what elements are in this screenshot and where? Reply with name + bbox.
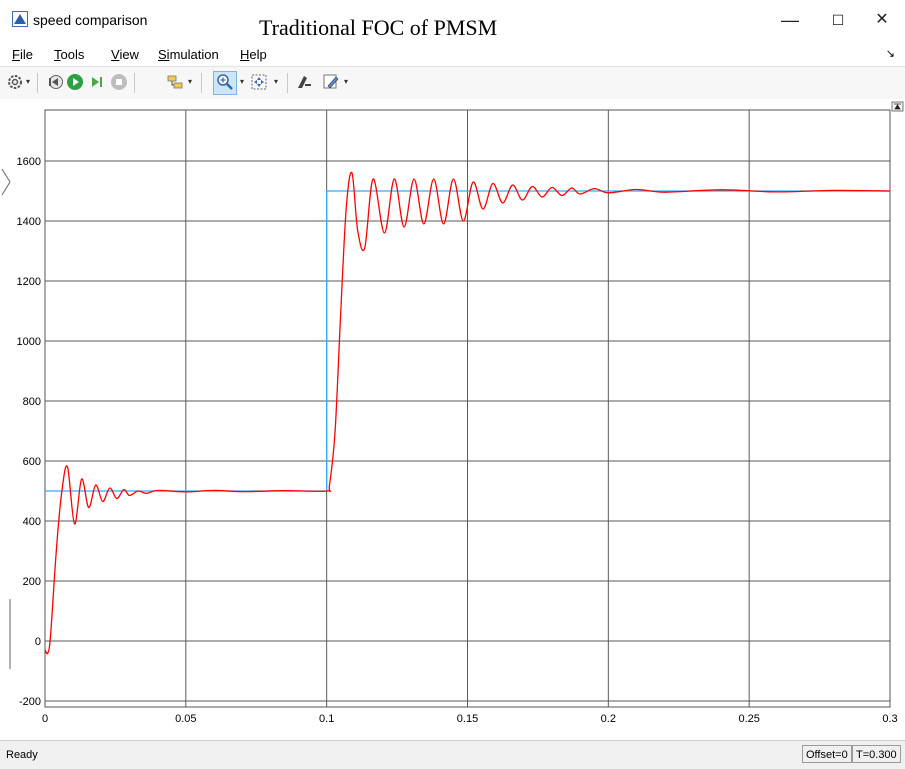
pen-dropdown-icon[interactable]: ▾ (344, 77, 349, 86)
x-tick-label: 0.15 (457, 713, 478, 725)
style-icon[interactable] (295, 73, 313, 91)
toolbar-separator (287, 73, 288, 93)
x-tick-label: 0 (42, 713, 48, 725)
toolbar-separator (201, 73, 202, 93)
y-tick-label: 1200 (17, 276, 41, 288)
zoom-dropdown-icon[interactable]: ▾ (240, 77, 245, 86)
y-tick-label: 400 (23, 516, 41, 528)
close-button[interactable]: ✕ (875, 11, 889, 28)
zoom-icon[interactable] (216, 73, 234, 91)
x-tick-label: 0.1 (319, 713, 334, 725)
y-tick-label: -200 (19, 696, 41, 708)
fit-icon[interactable] (250, 73, 268, 91)
x-tick-label: 0.25 (738, 713, 759, 725)
menu-tools[interactable]: Tools (54, 47, 85, 62)
x-tick-label: 0.05 (175, 713, 196, 725)
toolbar-separator (37, 73, 38, 93)
y-tick-label: 1000 (17, 336, 41, 348)
menu-file[interactable]: File (12, 47, 33, 62)
toolbar-separator (134, 73, 135, 93)
zoom-button[interactable] (213, 71, 237, 95)
y-tick-label: 200 (23, 576, 41, 588)
gear-dropdown-icon[interactable]: ▾ (26, 77, 31, 86)
minimize-button[interactable]: — (781, 10, 799, 30)
scope-plot-area: 0 0.05 0.1 0.15 0.2 0.25 0.3 -200 0 200 400 600 800… (0, 99, 905, 739)
menu-simulation[interactable]: Simulation (158, 47, 219, 62)
step-back-icon[interactable] (46, 73, 64, 91)
left-edge-marker (1, 168, 11, 669)
y-tick-label: 1600 (17, 156, 41, 168)
status-bar: Ready Offset=0 T=0.300 (0, 740, 905, 769)
toolbar: ▾ ▾ ▾ ▾ ▾ (0, 66, 905, 100)
figure-caption: Traditional FOC of PMSM (259, 15, 498, 40)
x-tick-label: 0.3 (882, 713, 897, 725)
fit-dropdown-icon[interactable]: ▾ (274, 77, 279, 86)
reference-speed-line (45, 190, 890, 492)
stop-icon[interactable] (110, 73, 128, 91)
y-tick-label: 0 (35, 636, 41, 648)
y-tick-label: 600 (23, 456, 41, 468)
highlight-icon[interactable] (166, 73, 184, 91)
y-tick-label: 1400 (17, 216, 41, 228)
offset-readout: Offset=0 (802, 745, 852, 763)
pen-icon[interactable] (322, 73, 340, 91)
run-icon[interactable] (66, 73, 84, 91)
speed-chart[interactable]: 0 0.05 0.1 0.15 0.2 0.25 0.3 -2000200400600800… (0, 99, 905, 739)
x-tick-label: 0.2 (601, 713, 616, 725)
matlab-scope-icon (12, 11, 28, 27)
highlight-dropdown-icon[interactable]: ▾ (188, 77, 193, 86)
menu-bar: File Tools View Simulation Help ↘ (0, 42, 905, 66)
window-title: speed comparison (33, 12, 148, 28)
y-tick-label: 800 (23, 396, 41, 408)
actual-speed-line (44, 171, 891, 655)
gear-icon[interactable] (6, 73, 24, 91)
menu-view[interactable]: View (111, 47, 139, 62)
maximize-button[interactable]: ☐ (831, 12, 845, 28)
legend-toggle-icon[interactable] (891, 101, 904, 112)
menu-overflow-icon[interactable]: ↘ (885, 48, 895, 60)
status-text: Ready (6, 749, 38, 761)
step-forward-icon[interactable] (88, 73, 106, 91)
time-readout: T=0.300 (852, 745, 901, 763)
window-title-bar: speed comparison Traditional FOC of PMSM… (0, 0, 905, 42)
menu-help[interactable]: Help (240, 47, 267, 62)
